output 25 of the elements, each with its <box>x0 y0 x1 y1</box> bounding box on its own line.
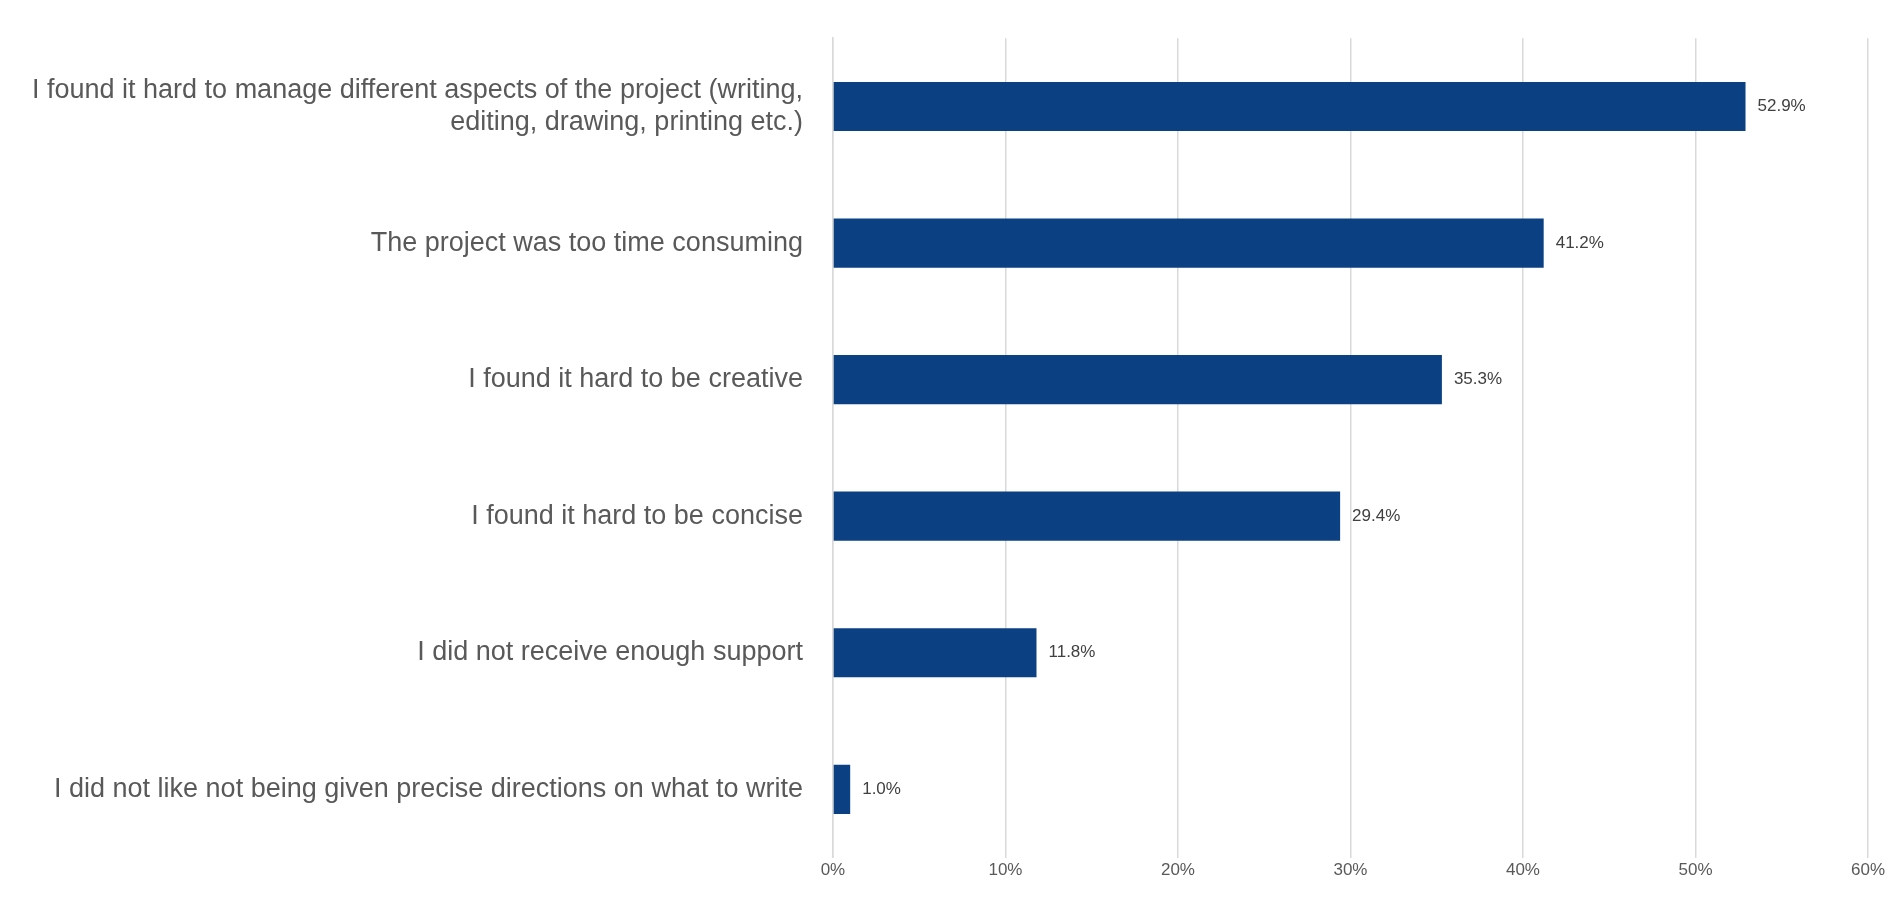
x-tick-label: 10% <box>988 860 1023 880</box>
bar <box>833 491 1341 541</box>
bar <box>833 218 1544 268</box>
x-tick-label: 50% <box>1678 860 1713 880</box>
y-tick-label: I found it hard to be creative <box>468 363 803 394</box>
data-label: 1.0% <box>862 779 901 798</box>
y-tick-label: I did not receive enough support <box>417 636 804 667</box>
bar <box>833 355 1442 405</box>
y-tick-label: I found it hard to be concise <box>471 499 803 530</box>
y-tick-label: The project was too time consuming <box>370 226 803 257</box>
bar <box>833 764 851 814</box>
y-tick-label: I found it hard to manage different aspects of the project (writing, editing, drawing, printing etc.) <box>32 73 803 137</box>
bar <box>833 628 1037 678</box>
data-label: 11.8% <box>1048 642 1096 662</box>
data-label: 52.9% <box>1757 96 1806 116</box>
x-tick-label: 20% <box>1160 860 1195 880</box>
data-label: 35.3% <box>1453 369 1503 389</box>
y-tick-label: I did not like not being given precise directions on what to write <box>54 772 803 803</box>
x-tick-label: 0% <box>820 860 846 880</box>
data-label: 41.2% <box>1555 232 1604 252</box>
data-label: 29.4% <box>1352 505 1401 525</box>
x-tick-label: 30% <box>1333 860 1368 880</box>
x-tick-label: 60% <box>1850 860 1886 880</box>
x-tick-label: 40% <box>1505 860 1540 880</box>
bar <box>833 81 1746 132</box>
